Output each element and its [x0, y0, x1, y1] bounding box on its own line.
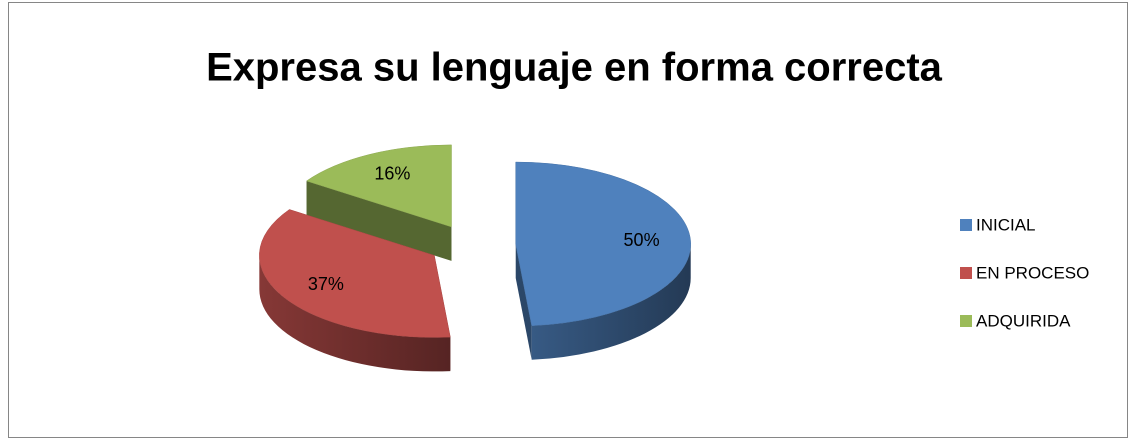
legend-label: INICIAL [976, 215, 1036, 234]
data-label: 37% [308, 274, 344, 294]
slice [305, 144, 452, 228]
slice-side [531, 244, 691, 360]
legend-swatch [960, 267, 972, 279]
legend-label: EN PROCESO [976, 263, 1089, 282]
slice-side [259, 255, 451, 372]
slice-wall [306, 180, 452, 261]
legend-label: ADQUIRIDA [976, 311, 1071, 330]
legend-swatch [960, 315, 972, 327]
slice [515, 161, 691, 326]
slice-wall [515, 244, 532, 360]
legend-swatch [960, 219, 972, 231]
data-label: 16% [374, 163, 410, 183]
slice [259, 209, 451, 338]
data-label: 50% [624, 230, 660, 250]
chart-title: Expresa su lenguaje en forma correcta [206, 46, 943, 90]
